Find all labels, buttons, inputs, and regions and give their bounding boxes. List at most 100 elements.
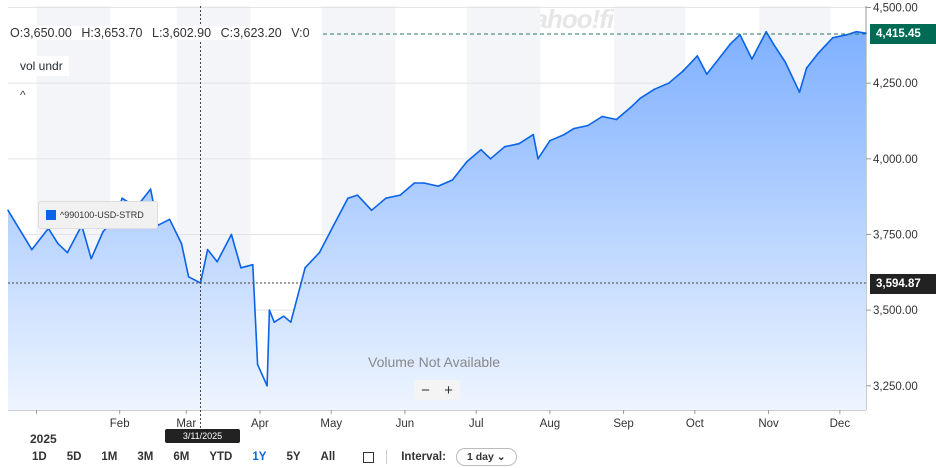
- data-point: [187, 276, 190, 278]
- calendar-icon[interactable]: [363, 451, 375, 463]
- data-point: [549, 139, 551, 142]
- data-point: [846, 33, 848, 36]
- range-toolbar: 1D 5D 1M 3M 6M YTD 1Y 5Y All Interval: 1…: [0, 446, 936, 468]
- study-label[interactable]: vol undr: [14, 56, 69, 76]
- data-point: [451, 179, 454, 181]
- y-tick-label: 4,000.00: [873, 154, 918, 166]
- high-value: H:3,653.70: [81, 26, 143, 40]
- data-point: [629, 106, 632, 109]
- data-point: [601, 115, 603, 118]
- data-point: [831, 36, 834, 39]
- data-point: [304, 266, 306, 269]
- data-point: [266, 384, 268, 387]
- data-point: [705, 73, 708, 75]
- x-tick-label: Oct: [686, 418, 705, 430]
- series-swatch: [46, 210, 56, 220]
- interval-select[interactable]: 1 day ⌄: [455, 448, 517, 466]
- data-point: [587, 124, 589, 127]
- data-point: [268, 309, 271, 311]
- data-point: [751, 58, 753, 60]
- range-3m[interactable]: 3M: [137, 451, 154, 463]
- data-point: [715, 61, 718, 63]
- data-point: [503, 145, 506, 148]
- data-point: [332, 224, 335, 227]
- interval-label: Interval:: [401, 451, 446, 463]
- data-point: [356, 194, 359, 196]
- zoom-out-button[interactable]: −: [421, 381, 430, 399]
- data-point: [149, 188, 152, 190]
- data-point: [653, 88, 656, 91]
- x-tick-label: May: [320, 418, 342, 430]
- crosshair-price-tag: 3,594.87: [870, 274, 936, 294]
- close-value: C:3,623.20: [220, 26, 282, 40]
- series-legend[interactable]: ^990100-USD-STRD: [38, 201, 158, 229]
- series-legend-label: ^990100-USD-STRD: [60, 210, 144, 220]
- x-tick-label: Dec: [830, 418, 851, 430]
- data-point: [282, 315, 285, 317]
- range-all[interactable]: All: [320, 451, 336, 463]
- series-line: [7, 30, 867, 387]
- zoom-controls: − +: [414, 380, 460, 400]
- data-point: [805, 67, 808, 69]
- y-tick-label: 3,250.00: [873, 381, 918, 393]
- x-tick-label: Apr: [251, 418, 269, 430]
- data-point: [240, 266, 242, 269]
- data-point: [437, 185, 439, 187]
- data-point: [90, 257, 92, 260]
- data-point: [230, 233, 233, 236]
- data-point: [729, 43, 732, 45]
- data-point: [168, 218, 171, 221]
- crosshair-date-tag: 3/11/2025: [165, 429, 240, 443]
- range-5d[interactable]: 5D: [66, 451, 82, 463]
- data-point: [399, 194, 401, 196]
- data-point: [518, 142, 520, 145]
- series-area: [8, 31, 866, 410]
- toolbar-divider: [386, 450, 388, 464]
- data-point: [682, 70, 684, 72]
- data-point: [537, 158, 539, 160]
- data-point: [563, 133, 565, 136]
- y-tick-label: 4,250.00: [873, 78, 918, 90]
- year-label: 2025: [30, 432, 57, 446]
- range-6m[interactable]: 6M: [173, 451, 190, 463]
- data-point: [423, 182, 425, 184]
- data-point: [532, 133, 535, 136]
- data-point: [273, 321, 275, 324]
- data-point: [772, 43, 775, 45]
- open-value: O:3,650.00: [10, 26, 72, 40]
- data-point: [385, 197, 387, 199]
- volume-unavailable-text: Volume Not Available: [368, 354, 501, 370]
- range-1m[interactable]: 1M: [101, 451, 118, 463]
- data-point: [180, 242, 183, 245]
- range-1y[interactable]: 1Y: [252, 451, 267, 463]
- data-point: [66, 251, 69, 254]
- data-point: [206, 248, 209, 251]
- data-point: [615, 118, 618, 121]
- data-point: [489, 158, 492, 160]
- data-point: [696, 55, 699, 57]
- x-tick-label: Feb: [110, 418, 130, 430]
- data-point: [667, 82, 670, 84]
- volume-value: V:0: [291, 26, 310, 40]
- collapse-caret-icon[interactable]: ^: [20, 88, 26, 102]
- data-point: [7, 209, 9, 212]
- data-point: [370, 209, 373, 212]
- range-ytd[interactable]: YTD: [209, 451, 233, 463]
- data-point: [57, 242, 59, 245]
- x-tick-label: Jun: [396, 418, 415, 430]
- data-point: [798, 91, 801, 94]
- data-point: [413, 182, 416, 184]
- data-point: [318, 251, 321, 254]
- data-point: [216, 260, 218, 263]
- data-point: [480, 148, 482, 151]
- data-point: [855, 30, 858, 33]
- data-point: [256, 363, 259, 366]
- data-point: [121, 197, 123, 199]
- range-5y[interactable]: 5Y: [286, 451, 301, 463]
- range-1d[interactable]: 1D: [32, 451, 47, 463]
- data-point: [572, 127, 575, 130]
- data-point: [639, 97, 642, 100]
- y-tick-label: 3,750.00: [873, 229, 918, 241]
- zoom-in-button[interactable]: +: [444, 381, 453, 399]
